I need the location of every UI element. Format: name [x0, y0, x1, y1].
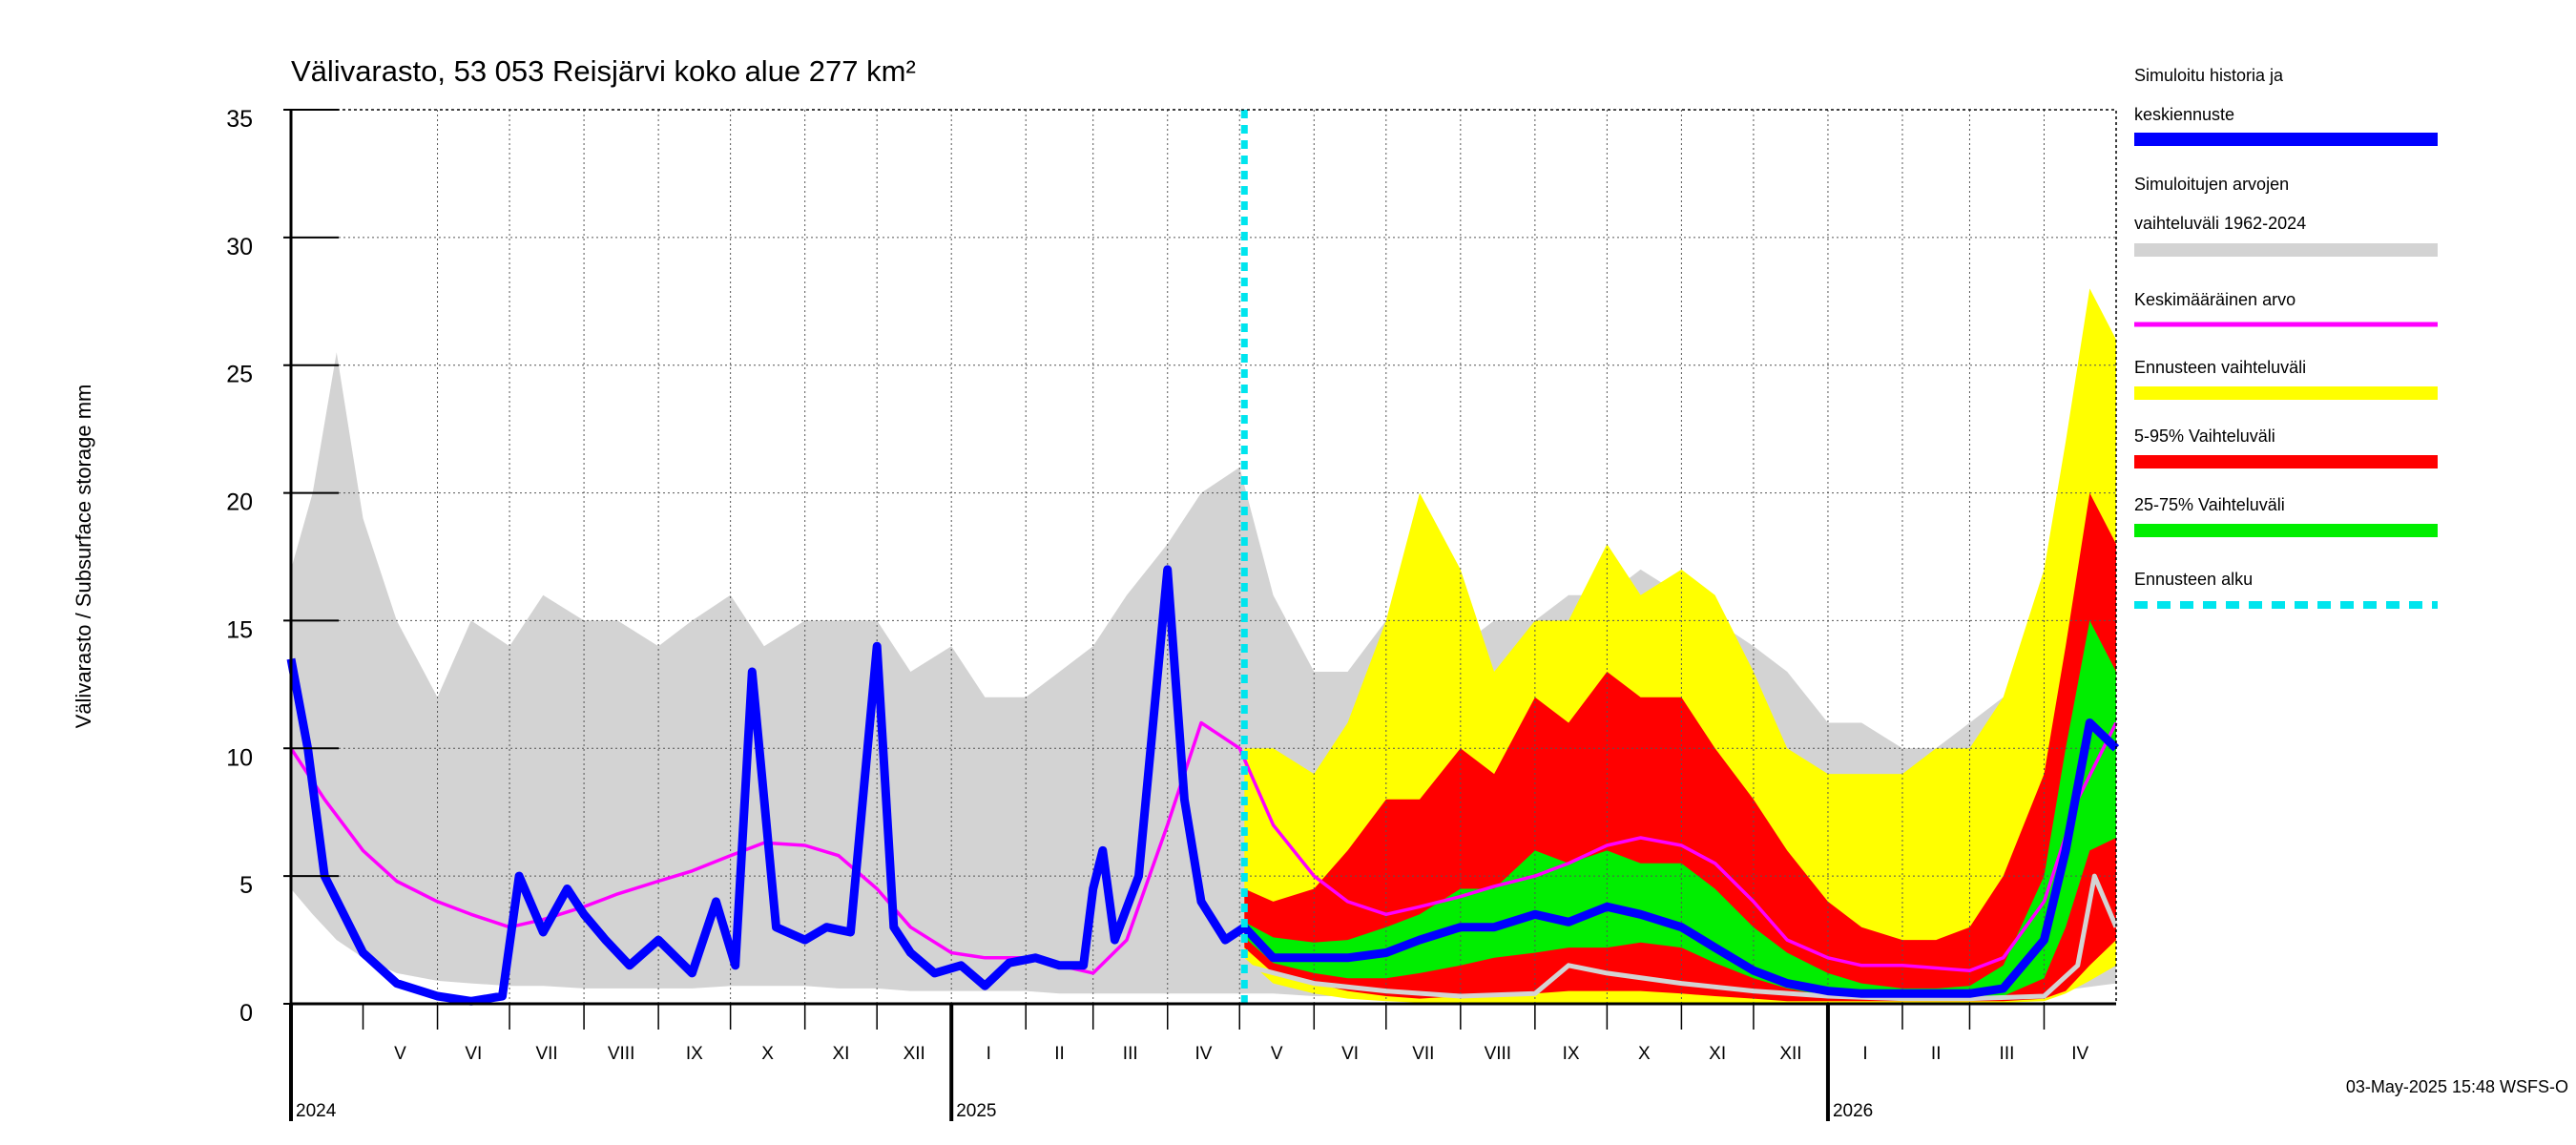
y-tick-label: 10 — [226, 744, 253, 771]
historical-min-line — [1243, 873, 2119, 1002]
p25-75-band — [1244, 620, 2116, 999]
month-label: VIII — [608, 1044, 635, 1064]
y-tick-label: 5 — [239, 872, 253, 899]
timestamp-label: 03-May-2025 15:48 WSFS-O — [2346, 1077, 2568, 1096]
month-label: I — [1862, 1044, 1867, 1064]
legend-label: vaihteluväli 1962-2024 — [2134, 214, 2306, 233]
month-label: II — [1931, 1044, 1942, 1064]
month-label: III — [1123, 1044, 1138, 1064]
chart-title: Välivarasto, 53 053 Reisjärvi koko alue … — [291, 54, 916, 88]
month-label: XI — [1709, 1044, 1726, 1064]
month-label: I — [987, 1044, 991, 1064]
month-label: III — [2000, 1044, 2015, 1064]
month-label: IV — [1195, 1044, 1213, 1064]
month-label: V — [394, 1044, 406, 1064]
month-label: XI — [832, 1044, 849, 1064]
y-tick-label: 30 — [226, 234, 253, 260]
legend-label: Ennusteen vaihteluväli — [2134, 358, 2306, 377]
mean-line — [289, 720, 2118, 975]
year-label: 2026 — [1833, 1101, 1873, 1121]
year-label: 2025 — [956, 1101, 996, 1121]
month-label: VII — [1412, 1044, 1434, 1064]
month-label: X — [1638, 1044, 1651, 1064]
legend-label: 25-75% Vaihteluväli — [2134, 495, 2285, 514]
chart-lines — [286, 110, 2120, 1006]
legend-label: 5-95% Vaihteluväli — [2134, 427, 2275, 446]
month-label: VI — [465, 1044, 482, 1064]
month-label: IX — [686, 1044, 703, 1064]
legend-label: Ennusteen alku — [2134, 570, 2253, 589]
legend-label: Simuloitujen arvojen — [2134, 175, 2289, 194]
legend: Simuloitu historia ja keskiennuste Simuloi… — [2134, 66, 2438, 609]
y-axis-label: Välivarasto / Subsurface storage mm — [72, 385, 95, 729]
p5-95-band — [1244, 492, 2116, 1002]
y-tick-label: 0 — [239, 1000, 253, 1027]
month-label: IV — [2071, 1044, 2088, 1064]
month-label: IX — [1563, 1044, 1580, 1064]
y-tick-label: 15 — [226, 616, 253, 643]
legend-label: keskiennuste — [2134, 105, 2234, 124]
month-label: II — [1054, 1044, 1065, 1064]
legend-label: Keskimääräinen arvo — [2134, 290, 2296, 309]
legend-label: Simuloitu historia ja — [2134, 66, 2284, 85]
month-label: VI — [1341, 1044, 1359, 1064]
chart-grid — [291, 110, 2116, 1004]
history-forecast-line — [286, 565, 2120, 1006]
month-label: VII — [535, 1044, 557, 1064]
month-label: XII — [904, 1044, 925, 1064]
y-tick-label: 35 — [226, 106, 253, 133]
month-label: V — [1271, 1044, 1283, 1064]
year-label: 2024 — [296, 1101, 337, 1121]
month-label: VIII — [1485, 1044, 1512, 1064]
chart-bands — [291, 288, 2116, 1003]
month-label: XII — [1779, 1044, 1801, 1064]
y-tick-label: 25 — [226, 362, 253, 388]
month-label: X — [761, 1044, 774, 1064]
y-tick-label: 20 — [226, 489, 253, 516]
